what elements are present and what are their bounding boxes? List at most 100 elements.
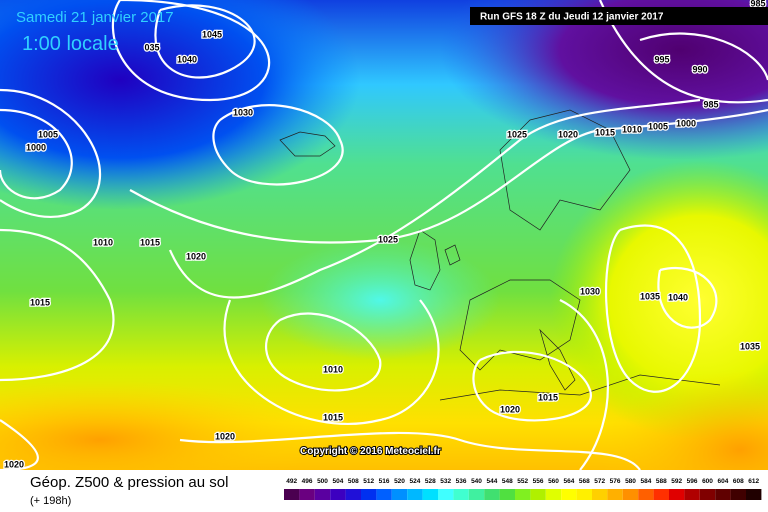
scale-swatch: [592, 489, 608, 500]
scale-label: 524: [409, 478, 420, 485]
scale-swatch: [453, 489, 469, 500]
scale-swatch: [330, 489, 346, 500]
scale-swatch: [284, 489, 300, 500]
scale-label: 500: [317, 478, 328, 485]
isobar-label: 1030: [580, 286, 600, 296]
scale-swatch: [684, 489, 700, 500]
isobar-label: 1040: [668, 292, 688, 302]
scale-label: 600: [702, 478, 713, 485]
scale-label: 592: [671, 478, 682, 485]
footer-title: Géop. Z500 & pression au sol: [30, 474, 228, 491]
scale-label: 492: [286, 478, 297, 485]
run-info: Run GFS 18 Z du Jeudi 12 janvier 2017: [480, 12, 664, 23]
scale-swatch: [622, 489, 639, 500]
forecast-lead: (+ 198h): [30, 495, 71, 507]
scale-label: 576: [610, 478, 621, 485]
scale-label: 548: [502, 478, 513, 485]
scale-swatch: [391, 489, 408, 500]
scale-label: 568: [579, 478, 590, 485]
coastlines: [279, 109, 721, 401]
color-scale: 492 496 500 504 508 512 516 520 524 528 532 536 540 5…: [284, 478, 762, 500]
scale-label: 608: [733, 478, 744, 485]
isobar-label: 1010: [93, 237, 113, 247]
isobar-label: 1015: [323, 412, 343, 422]
isobar-label: 1025: [378, 234, 398, 244]
valid-time: 1:00 locale: [22, 33, 119, 55]
isobar-label: 1000: [676, 118, 696, 128]
scale-swatch: [438, 489, 454, 500]
isobar-label: 1010: [622, 124, 642, 134]
isobar-label: 1020: [500, 404, 520, 414]
scale-swatch: [530, 489, 546, 500]
scale-label: 496: [302, 478, 313, 485]
scale-swatch: [545, 489, 562, 500]
isobar-label: 990: [692, 64, 707, 74]
run-banner: [470, 7, 768, 25]
isobar-label: 1020: [186, 251, 206, 261]
isobar-label: 1035: [740, 341, 760, 351]
scale-label: 604: [717, 478, 728, 485]
scale-label: 512: [363, 478, 374, 485]
scale-label: 596: [687, 478, 698, 485]
isobar-label: 1005: [38, 129, 58, 139]
isobar-label: 1020: [558, 129, 578, 139]
isobars: [0, 0, 768, 470]
isobar-label: 1015: [140, 237, 160, 247]
scale-swatch: [422, 489, 438, 500]
scale-swatch: [499, 489, 515, 500]
scale-label: 588: [656, 478, 667, 485]
scale-label: 504: [332, 478, 343, 485]
scale-label: 564: [563, 478, 574, 485]
scale-swatch: [561, 489, 577, 500]
scale-label: 532: [440, 478, 451, 485]
scale-label: 552: [517, 478, 528, 485]
copyright: Copyright © 2016 Meteociel.fr: [300, 446, 441, 457]
scale-swatch: [345, 489, 361, 500]
isobar-label: 1040: [177, 54, 197, 64]
scale-label: 572: [594, 478, 605, 485]
isobar-label: 1025: [507, 129, 527, 139]
scale-label: 528: [425, 478, 436, 485]
scale-label: 536: [456, 478, 467, 485]
isobar-label: 1020: [4, 459, 24, 469]
isobar-label: 1015: [538, 392, 558, 402]
isobar-label: 1015: [30, 297, 50, 307]
valid-date: Samedi 21 janvier 2017: [16, 9, 174, 26]
isobar-label: 985: [703, 99, 718, 109]
scale-swatch: [715, 489, 731, 500]
scale-swatch: [653, 489, 669, 500]
scale-swatch: [299, 489, 315, 500]
scale-swatch: [730, 489, 746, 500]
isobar-label: 1015: [595, 127, 615, 137]
scale-label: 508: [348, 478, 359, 485]
isobar-label: 1030: [233, 107, 253, 117]
scale-label: 556: [533, 478, 544, 485]
scale-label: 584: [640, 478, 651, 485]
isobar-label: 1000: [26, 142, 46, 152]
scale-swatch: [607, 489, 623, 500]
isobar-label: 1005: [648, 121, 668, 131]
scale-swatch: [699, 489, 716, 500]
isobar-label: 035: [144, 42, 159, 52]
scale-swatch: [407, 489, 423, 500]
scale-swatch: [468, 489, 485, 500]
scale-label: 612: [748, 478, 759, 485]
scale-label: 520: [394, 478, 405, 485]
scale-label: 516: [379, 478, 390, 485]
scale-swatch: [746, 489, 762, 500]
scale-swatch: [576, 489, 592, 500]
scale-label: 544: [486, 478, 497, 485]
scale-swatch: [484, 489, 500, 500]
isobar-label: 995: [654, 54, 669, 64]
scale-swatch: [638, 489, 654, 500]
scale-swatch: [515, 489, 531, 500]
scale-swatch: [314, 489, 331, 500]
scale-label: 580: [625, 478, 636, 485]
isobar-labels: 1045 035 1040 1030 1005 1000 1025 1020 1015 1010 1…: [3, 0, 767, 471]
isobar-label: 1010: [323, 364, 343, 374]
scale-swatch: [361, 489, 377, 500]
scale-swatch: [669, 489, 685, 500]
scale-swatch: [376, 489, 392, 500]
isobar-label: 985: [750, 0, 765, 8]
